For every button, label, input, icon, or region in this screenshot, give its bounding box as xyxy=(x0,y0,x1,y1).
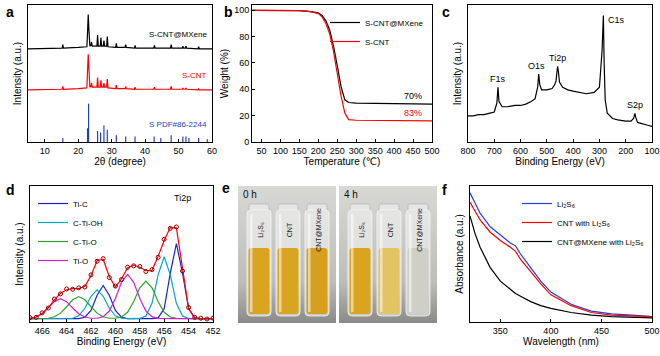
svg-text:Ti-C: Ti-C xyxy=(73,200,88,209)
svg-text:Li₂S₆: Li₂S₆ xyxy=(257,222,264,238)
svg-text:Intensity (a.u.): Intensity (a.u.) xyxy=(452,42,463,105)
svg-text:350: 350 xyxy=(368,146,383,156)
svg-text:460: 460 xyxy=(108,326,123,336)
svg-text:b: b xyxy=(224,4,233,20)
svg-text:450: 450 xyxy=(406,146,421,156)
svg-text:20: 20 xyxy=(239,111,249,121)
svg-text:200: 200 xyxy=(618,146,633,156)
svg-text:S-CNT: S-CNT xyxy=(182,71,207,80)
svg-text:466: 466 xyxy=(35,326,50,336)
svg-text:400: 400 xyxy=(387,146,402,156)
svg-text:10: 10 xyxy=(40,146,50,156)
svg-text:50: 50 xyxy=(256,146,266,156)
svg-text:464: 464 xyxy=(59,326,74,336)
svg-text:100: 100 xyxy=(234,5,249,15)
svg-text:500: 500 xyxy=(644,326,659,336)
svg-text:Ti-O: Ti-O xyxy=(73,257,88,266)
svg-text:60: 60 xyxy=(207,146,217,156)
svg-text:c: c xyxy=(442,4,450,20)
svg-text:CNT: CNT xyxy=(286,222,293,237)
svg-text:Binding Energy (eV): Binding Energy (eV) xyxy=(77,336,167,347)
svg-text:70%: 70% xyxy=(404,91,422,101)
svg-text:0: 0 xyxy=(244,137,249,147)
svg-text:200: 200 xyxy=(311,146,326,156)
svg-text:CNT@MXene: CNT@MXene xyxy=(416,208,423,252)
svg-text:50: 50 xyxy=(174,146,184,156)
svg-text:f: f xyxy=(442,182,447,198)
svg-text:S-CNT@MXene: S-CNT@MXene xyxy=(149,30,207,39)
svg-text:CNT: CNT xyxy=(387,222,394,237)
svg-text:600: 600 xyxy=(513,146,528,156)
svg-text:F1s: F1s xyxy=(490,74,506,84)
svg-text:300: 300 xyxy=(349,146,364,156)
svg-text:S2p: S2p xyxy=(627,100,643,110)
svg-text:S PDF#86-2244: S PDF#86-2244 xyxy=(149,120,207,129)
svg-text:300: 300 xyxy=(592,146,607,156)
svg-text:452: 452 xyxy=(205,326,220,336)
svg-text:400: 400 xyxy=(543,326,558,336)
svg-text:456: 456 xyxy=(157,326,172,336)
svg-text:Absorbance (a.u.): Absorbance (a.u.) xyxy=(454,214,465,294)
svg-text:83%: 83% xyxy=(404,108,422,118)
svg-text:O1s: O1s xyxy=(528,61,545,71)
svg-text:CNT@MXene: CNT@MXene xyxy=(315,208,322,252)
svg-text:Temperature (℃): Temperature (℃) xyxy=(304,156,381,167)
svg-text:350: 350 xyxy=(493,326,508,336)
svg-text:a: a xyxy=(6,4,14,20)
svg-text:450: 450 xyxy=(594,326,609,336)
svg-text:CNT@MXene with Li₂S₆: CNT@MXene with Li₂S₆ xyxy=(557,238,643,247)
svg-text:4 h: 4 h xyxy=(344,189,358,200)
svg-text:100: 100 xyxy=(273,146,288,156)
svg-text:Ti2p: Ti2p xyxy=(174,193,191,203)
svg-text:Li₂S₆: Li₂S₆ xyxy=(557,200,575,209)
svg-text:700: 700 xyxy=(487,146,502,156)
svg-text:462: 462 xyxy=(83,326,98,336)
svg-text:80: 80 xyxy=(239,32,249,42)
svg-text:S-CNT: S-CNT xyxy=(365,38,390,47)
svg-text:800: 800 xyxy=(460,146,475,156)
svg-text:Weight (%): Weight (%) xyxy=(219,49,230,98)
svg-text:400: 400 xyxy=(566,146,581,156)
svg-text:S-CNT@MXene: S-CNT@MXene xyxy=(365,19,423,28)
svg-text:C1s: C1s xyxy=(608,15,625,25)
svg-text:40: 40 xyxy=(239,84,249,94)
svg-text:40: 40 xyxy=(140,146,150,156)
svg-text:500: 500 xyxy=(424,146,439,156)
svg-text:454: 454 xyxy=(181,326,196,336)
svg-text:Binding Energy (eV): Binding Energy (eV) xyxy=(515,156,605,167)
svg-text:Ti2p: Ti2p xyxy=(549,53,566,63)
svg-text:Wavelength (nm): Wavelength (nm) xyxy=(523,336,599,347)
svg-text:Intensity (a.u.): Intensity (a.u.) xyxy=(14,222,25,285)
svg-text:100: 100 xyxy=(644,146,659,156)
svg-text:458: 458 xyxy=(132,326,147,336)
svg-text:2θ (degree): 2θ (degree) xyxy=(94,156,146,167)
svg-text:0 h: 0 h xyxy=(243,189,257,200)
svg-text:CNT with Li₂S₆: CNT with Li₂S₆ xyxy=(557,219,610,228)
html-text:e: e xyxy=(222,180,230,196)
svg-text:Intensity (a.u.): Intensity (a.u.) xyxy=(12,42,23,105)
svg-text:C-Ti-OH: C-Ti-OH xyxy=(73,219,103,228)
svg-text:d: d xyxy=(6,182,15,198)
svg-text:30: 30 xyxy=(107,146,117,156)
svg-text:500: 500 xyxy=(539,146,554,156)
svg-text:C-Ti-O: C-Ti-O xyxy=(73,238,97,247)
svg-text:250: 250 xyxy=(330,146,345,156)
svg-text:60: 60 xyxy=(239,58,249,68)
svg-text:150: 150 xyxy=(292,146,307,156)
svg-text:Li₂S₆: Li₂S₆ xyxy=(358,222,365,238)
svg-text:20: 20 xyxy=(73,146,83,156)
